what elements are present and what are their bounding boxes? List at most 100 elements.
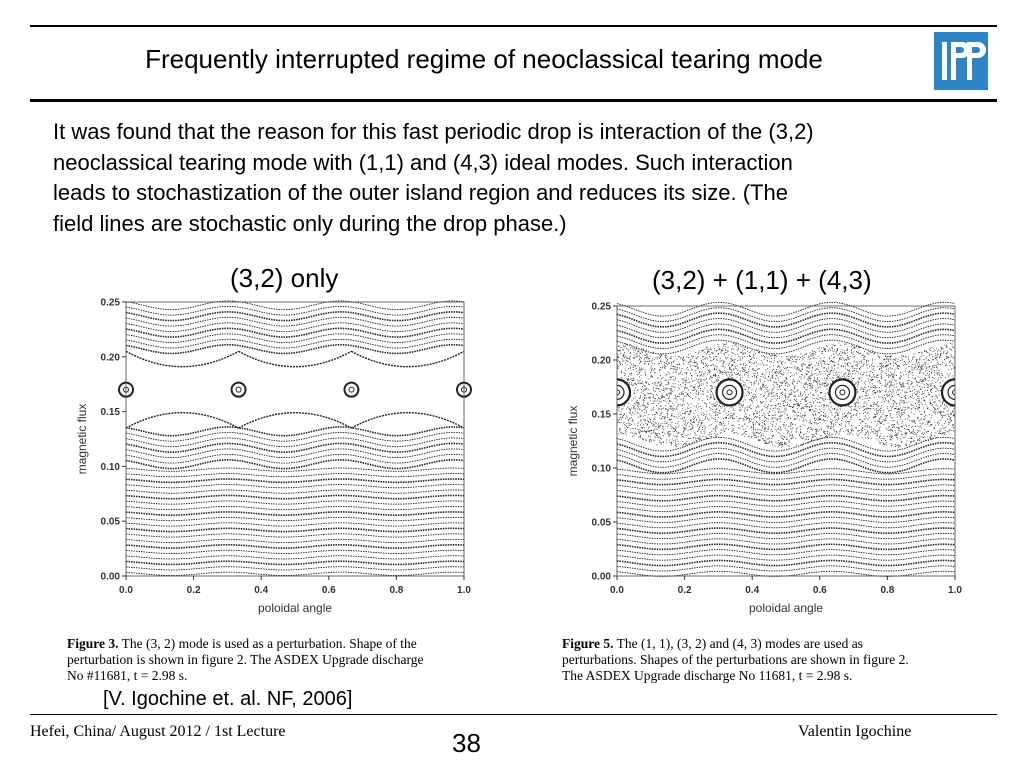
separatrix <box>351 350 465 368</box>
island-o-point <box>235 386 242 393</box>
x-tick-label: 0.8 <box>880 585 894 596</box>
flux-surface-line <box>616 473 956 480</box>
y-tick-label: 0.00 <box>592 572 612 583</box>
island-remnant <box>721 384 738 401</box>
flux-surface-line <box>616 494 956 502</box>
footer-rule <box>30 714 997 715</box>
flux-surface-line <box>125 494 465 500</box>
y-axis-label: magnetic flux <box>75 404 89 475</box>
island-remnant <box>947 384 955 400</box>
flux-surface-line <box>125 511 465 517</box>
flux-surface-line <box>125 305 465 316</box>
flux-surface-line <box>125 527 465 533</box>
separatrix <box>125 411 239 429</box>
island-o-point <box>617 389 620 396</box>
x-tick-label: 0.2 <box>187 585 201 596</box>
x-tick-label: 0.8 <box>389 585 403 596</box>
flux-surface-line <box>616 318 956 333</box>
flux-surface-line <box>616 500 956 507</box>
x-axis-label: poloidal angle <box>258 601 332 615</box>
y-tick-label: 0.25 <box>592 302 612 313</box>
flux-surface-line <box>125 467 465 472</box>
island-remnant <box>834 384 851 401</box>
x-tick-label: 0.6 <box>322 585 336 596</box>
island-o-point <box>952 389 955 396</box>
title-rule <box>30 99 997 102</box>
flux-surface-line <box>616 554 956 561</box>
left-figure-caption: Figure 3. The (3, 2) mode is used as a p… <box>67 636 487 684</box>
page-number: 38 <box>452 728 481 758</box>
flux-surface-line <box>125 453 465 464</box>
flux-surface-line <box>125 473 465 478</box>
x-tick-label: 1.0 <box>457 585 471 596</box>
flux-surface-line <box>125 338 465 349</box>
field-lines <box>118 300 472 576</box>
caption-line: The ASDEX Upgrade discharge No 11681, t … <box>562 668 853 683</box>
y-tick-label: 0.15 <box>592 410 612 421</box>
field-lines <box>616 301 956 577</box>
flux-surface-line <box>125 327 465 338</box>
right-panel-label: (3,2) + (1,1) + (4,3) <box>652 265 872 295</box>
flux-surface-line <box>125 500 465 505</box>
x-tick-label: 0.0 <box>119 585 133 596</box>
y-tick-label: 0.00 <box>101 572 121 583</box>
stochastic-points <box>617 342 955 448</box>
flux-surface-line <box>616 468 956 475</box>
body-line: neoclassical tearing mode with (1,1) and… <box>53 149 793 175</box>
flux-surface-line <box>616 478 956 486</box>
slide-title: Frequently interrupted regime of neoclas… <box>145 44 823 74</box>
flux-surface-line <box>616 516 956 523</box>
flux-surface-line <box>125 549 465 554</box>
flux-surface-line <box>616 484 956 491</box>
flux-surface-line <box>125 566 465 571</box>
y-tick-label: 0.15 <box>101 407 121 418</box>
island-o-point <box>726 389 733 396</box>
island-remnant <box>715 378 744 407</box>
stochastic-region <box>617 342 955 448</box>
separatrix <box>351 411 465 429</box>
flux-surface-line <box>125 489 465 494</box>
flux-surface-line <box>616 527 956 535</box>
body-line: It was found that the reason for this fa… <box>53 119 814 144</box>
flux-surface-line <box>125 311 465 322</box>
flux-surface-line <box>616 458 956 474</box>
separatrix <box>238 411 352 429</box>
island-o-point <box>839 389 846 396</box>
flux-surface-line <box>125 316 465 327</box>
separatrix <box>238 350 352 368</box>
x-tick-label: 0.4 <box>254 585 268 596</box>
y-tick-label: 0.10 <box>592 464 612 475</box>
flux-surface-line <box>616 549 956 556</box>
flux-surface-line <box>125 538 465 544</box>
island-o-point <box>230 381 247 398</box>
flux-surface-line <box>616 522 956 529</box>
footer-event: Hefei, China/ August 2012 / 1st Lecture <box>30 723 286 740</box>
y-tick-label: 0.20 <box>592 356 612 367</box>
flux-surface-line <box>616 307 956 322</box>
poincare-plot-left: 0.0 0.2 0.4 0.6 0.8 1.0 0.00 0.05 0.10 0.15 0.20 0.… <box>75 298 472 615</box>
flux-surface-line <box>616 565 956 572</box>
y-tick-label: 0.10 <box>101 462 121 473</box>
flux-surface-line <box>125 516 465 522</box>
caption-line: perturbations. Shapes of the perturbatio… <box>562 652 909 667</box>
flux-surface-line <box>125 555 465 560</box>
flux-surface-line <box>125 343 465 355</box>
caption-line: The (1, 1), (3, 2) and (4, 3) modes are … <box>616 636 863 651</box>
flux-surface-line <box>125 484 465 489</box>
caption-label: Figure 5. <box>562 636 614 651</box>
flux-surface-line <box>125 505 465 511</box>
flux-surface-line <box>125 322 465 333</box>
caption-label: Figure 3. <box>67 636 119 651</box>
flux-surface-line <box>616 339 956 355</box>
y-tick-label: 0.05 <box>592 518 612 529</box>
body-line: field lines are stochastic only during t… <box>53 210 567 236</box>
x-tick-label: 0.6 <box>813 585 827 596</box>
x-tick-label: 0.2 <box>678 585 692 596</box>
island-o-point <box>343 381 360 398</box>
separatrix <box>125 350 239 368</box>
flux-surface-line <box>616 510 956 518</box>
right-figure-caption: Figure 5. The (1, 1), (3, 2) and (4, 3) … <box>562 636 962 684</box>
flux-surface-line <box>616 505 956 513</box>
flux-surface-line <box>125 544 465 549</box>
flux-surface-line <box>616 328 956 344</box>
